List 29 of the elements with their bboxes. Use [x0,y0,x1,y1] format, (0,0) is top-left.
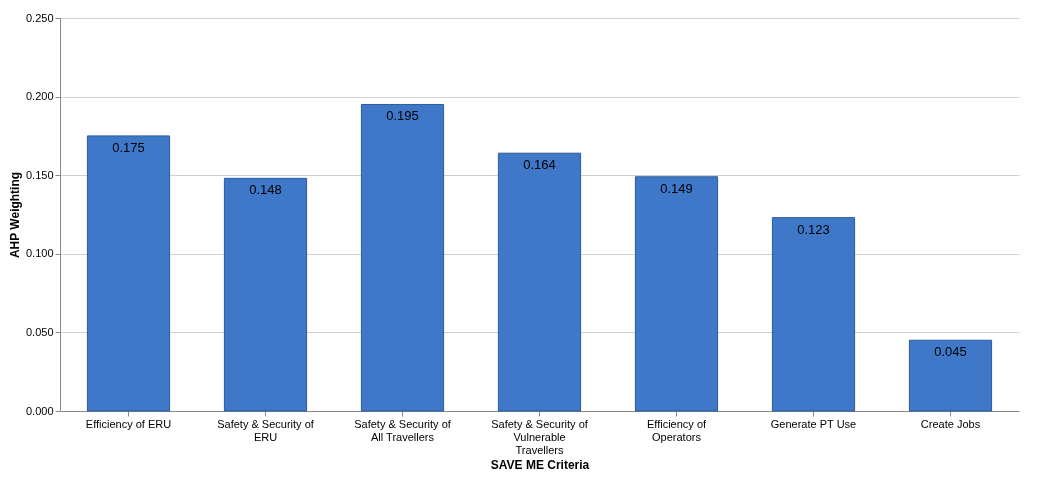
x-tick-label: Efficiency of Operators [646,417,707,443]
data-label: 0.045 [934,344,967,360]
bar [908,339,993,412]
y-tick-label: 0.150 [25,168,54,181]
data-label: 0.123 [797,221,830,237]
data-label: 0.148 [249,182,282,198]
y-tick-label: 0.000 [25,404,54,417]
x-tick-label: Generate PT Use [770,417,857,430]
x-tick-label: Safety & Security of All Travellers [354,417,452,443]
bar [771,217,856,412]
x-tick-label: Efficiency of ERU [85,417,172,430]
x-tick-label: Safety & Security of ERU [217,417,315,443]
data-label: 0.175 [112,139,145,155]
bar [86,135,171,412]
y-tick-label: 0.250 [25,11,54,24]
x-tick-label: Create Jobs [920,417,981,430]
data-label: 0.164 [523,157,556,173]
bar [497,152,582,412]
data-label: 0.149 [660,180,693,196]
y-tick-label: 0.050 [25,325,54,338]
bar [360,103,445,412]
y-axis-title: AHP Weighting [7,171,22,259]
y-tick-label: 0.100 [25,247,54,260]
bar [223,177,308,412]
y-tick-label: 0.200 [25,90,54,103]
data-label: 0.195 [386,108,419,124]
bar [634,176,719,412]
x-axis-title: SAVE ME Criteria [490,457,590,472]
x-tick-label: Safety & Security of Vulnerable Travellers [491,417,589,456]
